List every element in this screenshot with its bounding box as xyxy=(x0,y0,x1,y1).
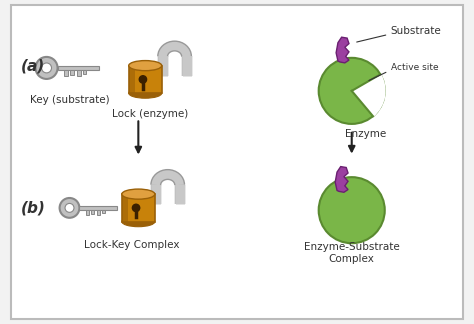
FancyBboxPatch shape xyxy=(129,66,162,93)
FancyBboxPatch shape xyxy=(83,70,86,74)
FancyBboxPatch shape xyxy=(80,206,117,210)
Ellipse shape xyxy=(122,189,155,199)
FancyBboxPatch shape xyxy=(11,5,463,319)
FancyBboxPatch shape xyxy=(97,210,100,215)
Polygon shape xyxy=(336,37,349,63)
FancyBboxPatch shape xyxy=(71,70,74,75)
FancyBboxPatch shape xyxy=(77,70,81,76)
Text: Substrate: Substrate xyxy=(391,26,441,36)
Text: Active site: Active site xyxy=(391,64,438,73)
Circle shape xyxy=(36,57,57,79)
Ellipse shape xyxy=(129,88,162,98)
Circle shape xyxy=(42,63,52,73)
Text: Enzyme: Enzyme xyxy=(345,129,386,139)
Ellipse shape xyxy=(122,217,155,227)
Text: (b): (b) xyxy=(21,200,46,215)
Circle shape xyxy=(60,198,80,218)
Wedge shape xyxy=(352,74,386,117)
Circle shape xyxy=(139,76,146,83)
Text: Enzyme-Substrate
Complex: Enzyme-Substrate Complex xyxy=(304,242,400,264)
Circle shape xyxy=(65,203,74,212)
Text: Lock-Key Complex: Lock-Key Complex xyxy=(84,240,179,249)
FancyBboxPatch shape xyxy=(129,66,135,93)
FancyBboxPatch shape xyxy=(122,194,155,222)
FancyBboxPatch shape xyxy=(86,210,89,215)
FancyBboxPatch shape xyxy=(122,194,128,222)
FancyBboxPatch shape xyxy=(57,66,100,70)
Circle shape xyxy=(319,177,385,243)
Circle shape xyxy=(319,58,385,124)
Circle shape xyxy=(132,204,140,212)
Polygon shape xyxy=(335,167,348,192)
Text: (a): (a) xyxy=(21,58,46,73)
FancyBboxPatch shape xyxy=(64,70,68,76)
FancyBboxPatch shape xyxy=(91,210,94,214)
FancyBboxPatch shape xyxy=(102,210,105,213)
Ellipse shape xyxy=(129,61,162,71)
Text: Lock (enzyme): Lock (enzyme) xyxy=(112,109,188,119)
Text: Key (substrate): Key (substrate) xyxy=(30,95,109,105)
